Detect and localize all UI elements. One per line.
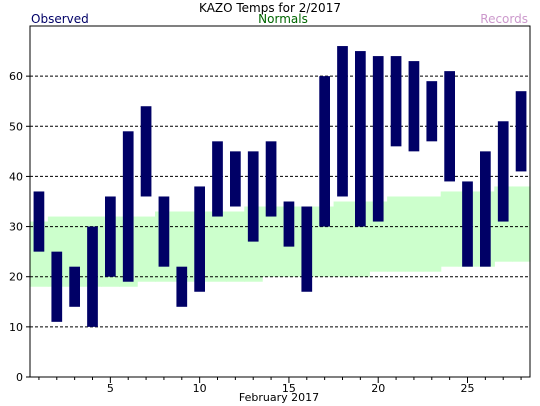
observed-temp-bar — [69, 266, 80, 307]
y-tick-label: 50 — [9, 120, 23, 133]
x-tick-label: 5 — [107, 382, 114, 395]
observed-temp-bar — [301, 206, 313, 292]
x-tick-label: 20 — [371, 382, 385, 395]
observed-temp-bar — [462, 181, 473, 267]
observed-temp-bar — [247, 151, 259, 242]
observed-temp-bar — [444, 71, 455, 182]
observed-temp-bar — [33, 191, 45, 252]
observed-bars-layer — [33, 46, 527, 327]
axes-layer: 0 10 20 30 40 50 60 5 10 15 20 25 — [9, 25, 531, 395]
observed-temp-bar — [426, 81, 438, 142]
observed-temp-bar — [372, 56, 384, 222]
observed-temp-bar — [319, 76, 330, 227]
observed-temp-bar — [105, 196, 116, 277]
observed-temp-bar — [122, 131, 134, 282]
observed-temp-bar — [51, 251, 63, 322]
normal-range-band — [422, 196, 442, 272]
x-tick-label: 15 — [282, 382, 296, 395]
observed-temp-bar — [337, 46, 348, 197]
observed-temp-bar — [390, 56, 402, 147]
normal-range-band — [172, 211, 192, 282]
y-tick-label: 10 — [9, 321, 23, 334]
observed-temp-bar — [515, 91, 527, 172]
observed-temp-bar — [480, 151, 491, 267]
observed-temp-bar — [176, 266, 188, 307]
observed-temp-bar — [140, 106, 152, 197]
observed-temp-bar — [158, 196, 170, 267]
normal-range-band — [440, 191, 460, 267]
normal-range-band — [208, 211, 228, 282]
observed-temp-bar — [194, 186, 205, 292]
observed-temp-bar — [87, 226, 98, 327]
y-tick-label: 60 — [9, 70, 23, 83]
x-tick-label: 10 — [193, 382, 207, 395]
normal-range-band — [137, 216, 156, 282]
normal-range-band — [387, 196, 406, 272]
observed-temp-bar — [355, 51, 366, 227]
observed-temp-bar — [230, 151, 241, 207]
legend-records: Records — [480, 12, 528, 26]
normal-range-band — [512, 186, 531, 262]
normal-range-band — [405, 196, 424, 272]
legend-normals: Normals — [258, 12, 308, 26]
legend-observed: Observed — [31, 12, 89, 26]
y-tick-label: 30 — [9, 221, 23, 234]
normal-range-band — [333, 201, 353, 277]
observed-temp-bar — [212, 141, 223, 217]
observed-temp-bar — [408, 61, 420, 152]
y-tick-label: 0 — [16, 371, 23, 384]
plot-frame — [29, 25, 531, 378]
y-tick-label: 40 — [9, 170, 23, 183]
observed-temp-bar — [283, 201, 295, 247]
y-tick-label: 20 — [9, 271, 23, 284]
x-tick-label: 25 — [461, 382, 475, 395]
chart-title: KAZO Temps for 2/2017 — [199, 1, 341, 15]
normal-range-band — [226, 211, 245, 282]
observed-temp-bar — [497, 121, 509, 222]
observed-temp-bar — [265, 141, 277, 217]
normal-range-band — [262, 206, 281, 277]
x-axis-label: February 2017 — [239, 391, 319, 404]
